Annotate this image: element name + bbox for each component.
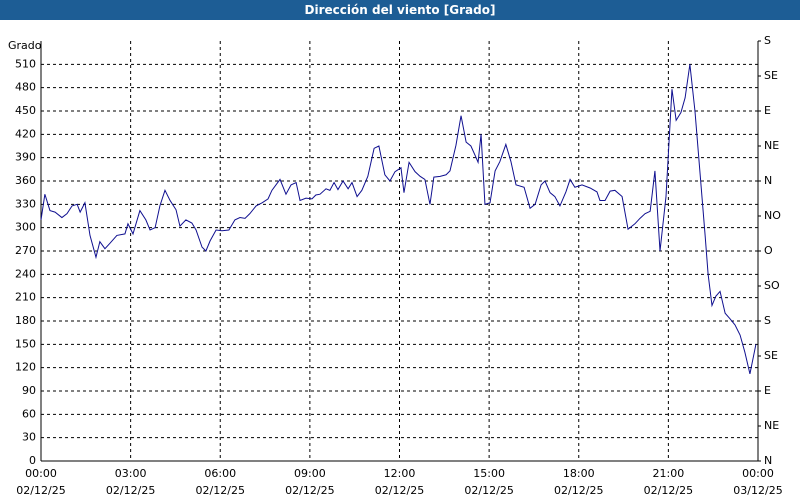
y2-tick-label: S xyxy=(764,314,771,327)
y-tick-label: 90 xyxy=(22,384,36,397)
x-tick-label: 09:00 02/12/25 xyxy=(285,467,335,497)
y-tick-label: 180 xyxy=(15,314,36,327)
y-tick-label: 390 xyxy=(15,151,36,164)
y2-tick-label: SO xyxy=(764,279,780,292)
x-tick-label: 06:00 02/12/25 xyxy=(195,467,245,497)
y-tick-label: 120 xyxy=(15,361,36,374)
y-tick-label: 150 xyxy=(15,337,36,350)
x-tick-label: 00:00 02/12/25 xyxy=(16,467,66,497)
y-tick-label: 450 xyxy=(15,104,36,117)
data-line xyxy=(40,64,757,375)
y-tick-label: 30 xyxy=(22,431,36,444)
x-tick-label: 00:00 03/12/25 xyxy=(733,467,783,497)
y-tick-label: 210 xyxy=(15,291,36,304)
y2-tick-label: SE xyxy=(764,349,778,362)
y2-tick-label: E xyxy=(764,384,771,397)
y2-tick-label: O xyxy=(764,244,773,257)
y2-tick-label: S xyxy=(764,34,771,47)
x-tick-label: 21:00 02/12/25 xyxy=(643,467,694,497)
y-tick-label: 270 xyxy=(15,244,36,257)
y-axis-label: Grado xyxy=(8,39,42,52)
y-tick-label: 0 xyxy=(29,454,36,467)
y2-tick-label: NE xyxy=(764,419,779,432)
y2-tick-label: N xyxy=(764,174,772,187)
x-tick-label: 12:00 02/12/25 xyxy=(374,467,425,497)
y2-tick-label: N xyxy=(764,454,772,467)
x-tick-label: 03:00 02/12/25 xyxy=(105,467,156,497)
y-tick-label: 510 xyxy=(15,57,36,70)
y-tick-label: 240 xyxy=(15,267,36,280)
y-tick-label: 480 xyxy=(15,81,36,94)
y-tick-label: 300 xyxy=(15,221,36,234)
x-tick-label: 15:00 02/12/25 xyxy=(464,467,514,497)
y2-tick-label: SE xyxy=(764,69,778,82)
y2-tick-label: NO xyxy=(764,209,781,222)
x-tick-label: 18:00 02/12/25 xyxy=(554,467,604,497)
y2-tick-label: E xyxy=(764,104,771,117)
y2-tick-label: NE xyxy=(764,139,779,152)
y-tick-label: 420 xyxy=(15,127,36,140)
y-tick-label: 60 xyxy=(22,407,36,420)
chart-title: Dirección del viento [Grado] xyxy=(0,0,800,20)
y-tick-label: 330 xyxy=(15,197,36,210)
y-tick-label: 360 xyxy=(15,174,36,187)
